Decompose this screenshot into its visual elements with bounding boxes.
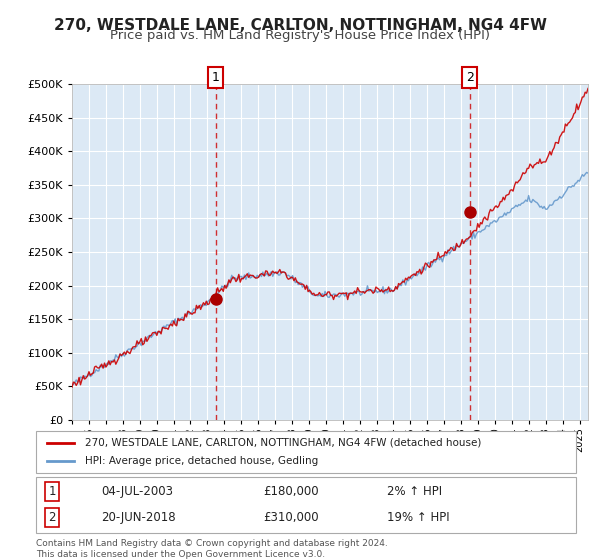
Text: Contains HM Land Registry data © Crown copyright and database right 2024.
This d: Contains HM Land Registry data © Crown c…	[36, 539, 388, 559]
Text: 1: 1	[49, 484, 56, 498]
Text: 20-JUN-2018: 20-JUN-2018	[101, 511, 175, 524]
Text: 270, WESTDALE LANE, CARLTON, NOTTINGHAM, NG4 4FW: 270, WESTDALE LANE, CARLTON, NOTTINGHAM,…	[53, 18, 547, 33]
Text: 19% ↑ HPI: 19% ↑ HPI	[387, 511, 449, 524]
Text: 04-JUL-2003: 04-JUL-2003	[101, 484, 173, 498]
Text: 270, WESTDALE LANE, CARLTON, NOTTINGHAM, NG4 4FW (detached house): 270, WESTDALE LANE, CARLTON, NOTTINGHAM,…	[85, 438, 481, 448]
Text: HPI: Average price, detached house, Gedling: HPI: Average price, detached house, Gedl…	[85, 456, 318, 466]
Text: £180,000: £180,000	[263, 484, 319, 498]
Text: 1: 1	[212, 71, 220, 84]
Text: £310,000: £310,000	[263, 511, 319, 524]
FancyBboxPatch shape	[36, 431, 576, 473]
Text: 2% ↑ HPI: 2% ↑ HPI	[387, 484, 442, 498]
Text: 2: 2	[466, 71, 473, 84]
Text: Price paid vs. HM Land Registry's House Price Index (HPI): Price paid vs. HM Land Registry's House …	[110, 29, 490, 42]
FancyBboxPatch shape	[36, 477, 576, 533]
Text: 2: 2	[49, 511, 56, 524]
